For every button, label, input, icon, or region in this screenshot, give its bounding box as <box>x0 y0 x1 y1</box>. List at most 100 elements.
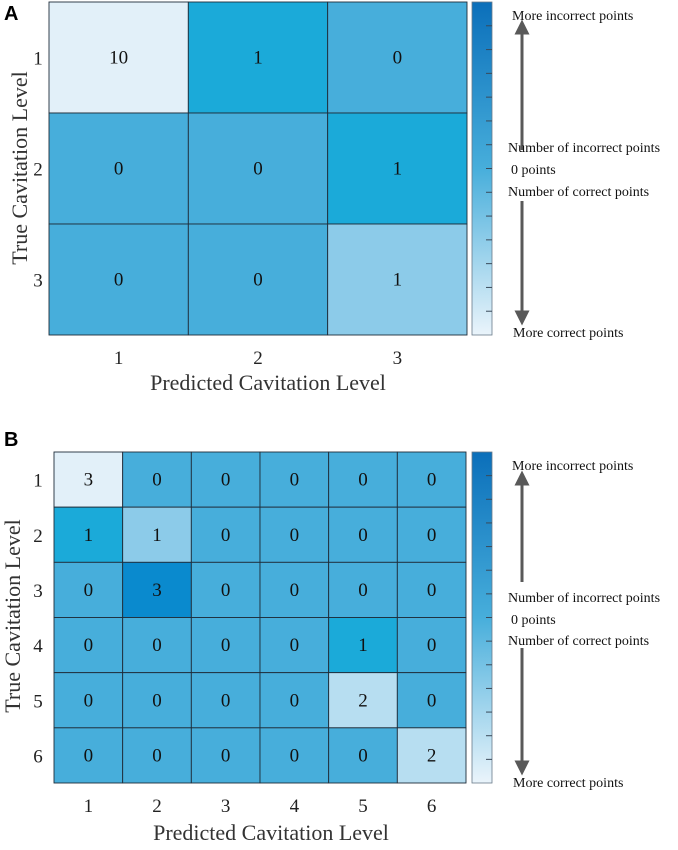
cell-value: 0 <box>114 159 124 180</box>
matrix-cell <box>53 727 124 784</box>
matrix-cell <box>190 672 261 729</box>
cell-value: 0 <box>152 470 162 491</box>
x-tick-label: 2 <box>253 348 263 369</box>
colorbar-ticks <box>486 475 492 760</box>
panel-b: B 3 0 0 0 0 0 1 1 0 0 0 0 0 3 0 0 0 0 0 0 0 0 1 0 0 0 0 0 2 0 0 0 0 0 0 2 1 2… <box>0 429 660 845</box>
matrix-cell <box>328 727 398 784</box>
x-axis-label: Predicted Cavitation Level <box>153 820 389 845</box>
matrix-cell <box>190 727 261 784</box>
cell-value: 0 <box>152 745 162 766</box>
matrix-cell <box>327 223 468 336</box>
y-tick-label: 2 <box>33 526 43 547</box>
cell-value: 0 <box>221 635 231 656</box>
cell-value: 1 <box>393 270 403 291</box>
matrix-cell <box>190 506 261 563</box>
matrix-cell <box>53 451 124 508</box>
matrix-cell <box>122 506 192 563</box>
cell-value: 0 <box>427 690 437 711</box>
matrix-cell <box>122 561 192 618</box>
matrix-cell <box>187 112 329 225</box>
cell-value: 0 <box>358 525 368 546</box>
matrix-cell <box>328 561 398 618</box>
y-tick-label: 3 <box>33 581 43 602</box>
matrix-cell <box>396 727 467 784</box>
matrix-cell <box>396 506 467 563</box>
x-tick-label: 3 <box>393 348 403 369</box>
matrix-cell <box>190 451 261 508</box>
x-tick-label: 1 <box>84 796 94 817</box>
matrix-cell <box>396 672 467 729</box>
panel-label: A <box>4 3 18 25</box>
matrix-cell <box>396 561 467 618</box>
cell-value: 0 <box>221 525 231 546</box>
cell-value: 1 <box>152 525 162 546</box>
matrix-cell <box>48 112 189 225</box>
cell-value: 2 <box>427 745 437 766</box>
y-tick-label: 5 <box>33 691 43 712</box>
colorbar-bottom-label: More correct points <box>513 326 623 341</box>
matrix-cell <box>48 1 189 114</box>
cell-value: 0 <box>427 525 437 546</box>
cell-value: 0 <box>84 580 94 601</box>
cell-value: 0 <box>290 470 300 491</box>
cell-value: 0 <box>427 470 437 491</box>
panel-label: B <box>4 429 18 451</box>
y-tick-label: 4 <box>33 636 43 657</box>
cell-value: 0 <box>221 690 231 711</box>
matrix-cell <box>122 672 192 729</box>
matrix-cell <box>53 561 124 618</box>
matrix-cell <box>396 451 467 508</box>
y-tick-label: 3 <box>33 271 43 292</box>
matrix-cell <box>328 451 398 508</box>
y-axis-label: True Cavitation Level <box>0 519 25 713</box>
cell-value: 0 <box>84 745 94 766</box>
colorbar: More incorrect points Number of incorrec… <box>471 451 660 791</box>
colorbar-incorrect-label: Number of incorrect points <box>508 141 660 156</box>
cell-value: 0 <box>290 525 300 546</box>
cell-value: 0 <box>358 745 368 766</box>
cell-value: 1 <box>358 635 368 656</box>
matrix-cell <box>187 223 329 336</box>
matrix-cell <box>259 617 330 674</box>
y-tick-label: 2 <box>33 160 43 181</box>
cell-value: 0 <box>84 690 94 711</box>
cell-value: 1 <box>253 48 263 69</box>
y-tick-label: 6 <box>33 746 43 767</box>
matrix-cell <box>190 561 261 618</box>
cell-value: 0 <box>290 635 300 656</box>
matrix-cell <box>53 506 124 563</box>
matrix-cell <box>327 1 468 114</box>
cell-value: 0 <box>84 635 94 656</box>
cell-value: 0 <box>253 270 263 291</box>
x-tick-label: 4 <box>290 796 300 817</box>
colorbar-incorrect-label: Number of incorrect points <box>508 591 660 606</box>
cell-value: 0 <box>221 745 231 766</box>
y-axis-label: True Cavitation Level <box>7 71 32 265</box>
cell-value: 0 <box>290 580 300 601</box>
matrix-cell <box>187 1 329 114</box>
cell-value: 3 <box>152 580 162 601</box>
colorbar-correct-label: Number of correct points <box>508 634 649 649</box>
matrix-cell <box>48 223 189 336</box>
cell-value: 3 <box>84 470 94 491</box>
matrix-cell <box>259 506 330 563</box>
colorbar-ticks <box>486 25 492 312</box>
y-tick-label: 1 <box>33 49 43 70</box>
matrix-cell <box>328 672 398 729</box>
matrix-cell <box>259 561 330 618</box>
cell-value: 0 <box>427 580 437 601</box>
cell-value: 2 <box>358 690 368 711</box>
cell-value: 0 <box>221 580 231 601</box>
colorbar-correct-label: Number of correct points <box>508 185 649 200</box>
x-tick-label: 2 <box>152 796 162 817</box>
cell-value: 1 <box>393 159 403 180</box>
matrix-cell <box>259 727 330 784</box>
colorbar-top-label: More incorrect points <box>512 459 633 474</box>
x-tick-label: 5 <box>358 796 368 817</box>
cell-value: 0 <box>253 159 263 180</box>
cell-value: 0 <box>358 580 368 601</box>
cell-value: 0 <box>290 690 300 711</box>
x-tick-label: 1 <box>114 348 124 369</box>
